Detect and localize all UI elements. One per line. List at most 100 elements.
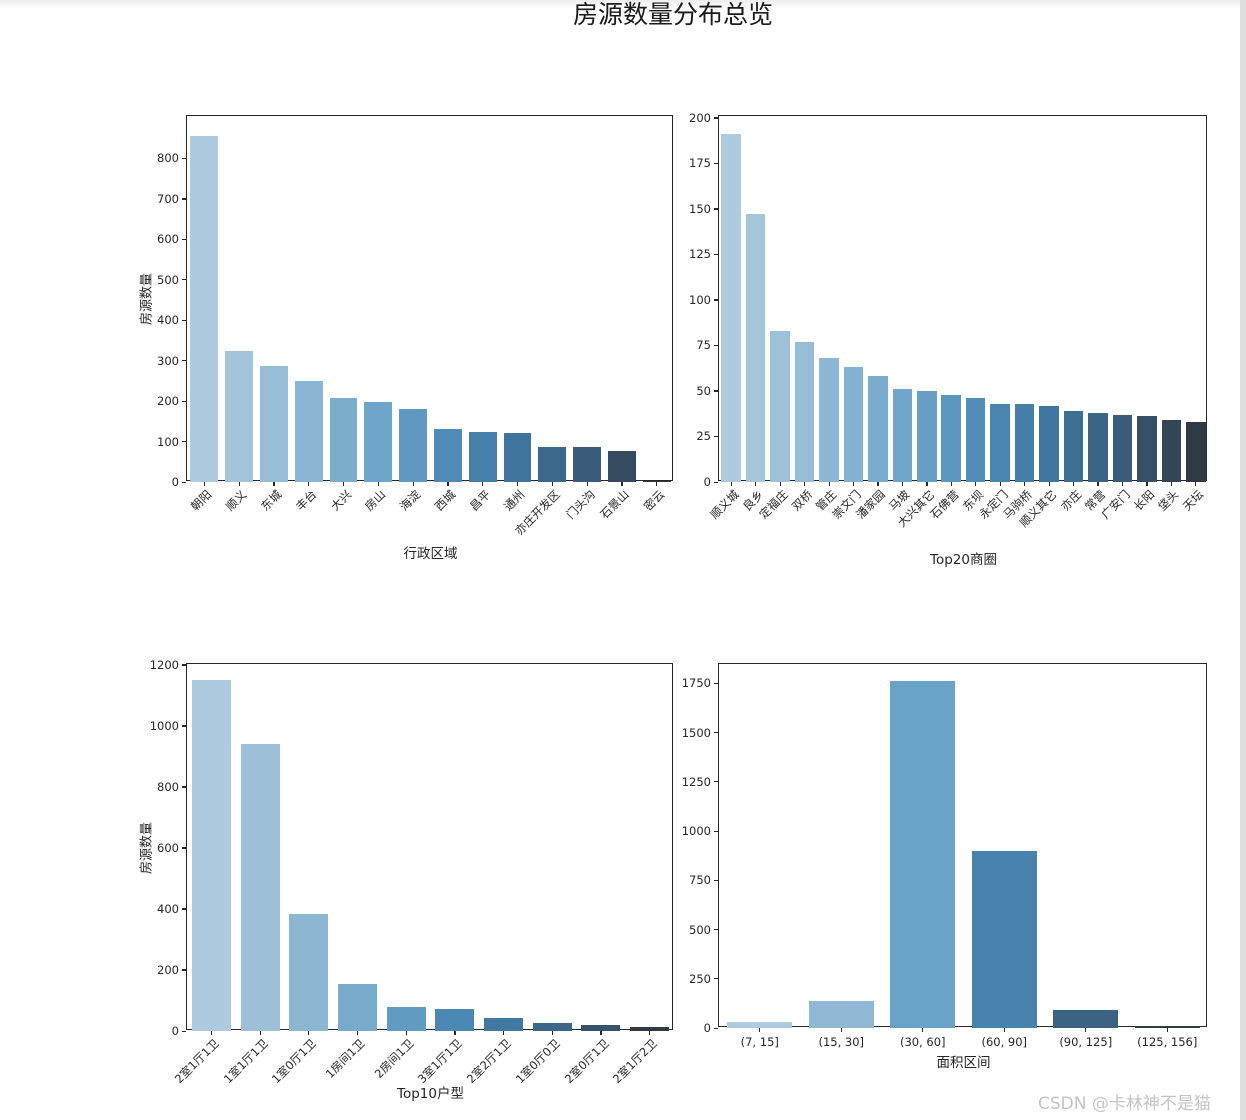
bar bbox=[808, 1001, 874, 1028]
bar bbox=[890, 681, 956, 1028]
y-tick-label: 100 bbox=[157, 434, 179, 449]
y-tick-label: 25 bbox=[696, 429, 711, 444]
x-axis-title: Top10户型 bbox=[397, 1086, 464, 1102]
bar bbox=[727, 1022, 793, 1028]
y-tick-mark bbox=[182, 400, 186, 402]
x-tick-mark bbox=[1121, 482, 1124, 486]
x-tick-label: 双桥 bbox=[788, 487, 815, 514]
scrollbar[interactable] bbox=[1240, 0, 1246, 1120]
x-tick-mark bbox=[621, 482, 623, 486]
y-tick-mark bbox=[714, 162, 718, 165]
y-tick-label: 750 bbox=[689, 873, 711, 888]
x-tick-mark bbox=[203, 482, 206, 486]
x-tick-mark bbox=[656, 482, 658, 486]
x-tick-mark bbox=[447, 482, 449, 486]
y-tick-label: 1200 bbox=[149, 657, 179, 672]
x-tick-mark bbox=[551, 482, 553, 486]
x-tick-mark bbox=[649, 1031, 651, 1035]
page-top-fade bbox=[0, 0, 1246, 9]
bar bbox=[294, 380, 323, 482]
bar bbox=[538, 447, 567, 482]
y-tick-mark bbox=[182, 481, 186, 483]
x-tick-label: 顺义城 bbox=[707, 487, 742, 522]
bar bbox=[721, 134, 741, 482]
x-tick-label: 2房间1卫 bbox=[371, 1036, 417, 1081]
x-tick-label: 1房间1卫 bbox=[322, 1036, 368, 1081]
bar bbox=[399, 408, 428, 482]
bar bbox=[225, 350, 254, 482]
bar bbox=[260, 365, 288, 482]
x-tick-mark bbox=[730, 482, 732, 486]
x-tick-mark bbox=[877, 482, 879, 486]
y-tick-label: 800 bbox=[157, 779, 179, 794]
y-tick-mark bbox=[714, 481, 718, 483]
x-tick-mark bbox=[1195, 482, 1197, 486]
y-tick-mark bbox=[182, 969, 186, 971]
y-tick-label: 125 bbox=[689, 247, 711, 262]
x-tick-mark bbox=[308, 1031, 310, 1035]
bar bbox=[1053, 1010, 1119, 1028]
x-tick-mark bbox=[238, 482, 240, 486]
x-tick-label: 顺义 bbox=[223, 487, 250, 514]
bar bbox=[941, 394, 962, 482]
x-tick-label: 东城 bbox=[257, 487, 285, 514]
y-tick-label: 100 bbox=[689, 292, 711, 307]
y-tick-label: 800 bbox=[157, 151, 179, 166]
bar bbox=[1134, 1026, 1200, 1028]
x-tick-mark bbox=[779, 482, 781, 486]
bar bbox=[892, 389, 913, 482]
y-tick-mark bbox=[182, 786, 186, 788]
x-tick-label: 长阳 bbox=[1130, 487, 1158, 514]
x-axis-title: 行政区域 bbox=[403, 546, 458, 562]
y-tick-label: 175 bbox=[689, 156, 711, 171]
y-tick-mark bbox=[714, 978, 718, 980]
y-tick-label: 1500 bbox=[681, 725, 711, 740]
bar bbox=[386, 1006, 426, 1031]
x-tick-mark bbox=[840, 1028, 842, 1032]
x-tick-label: (7, 15] bbox=[740, 1035, 779, 1049]
x-tick-mark bbox=[828, 482, 830, 486]
y-tick-label: 500 bbox=[689, 922, 711, 937]
x-tick-mark bbox=[1170, 482, 1172, 486]
bar bbox=[868, 376, 888, 482]
x-tick-mark bbox=[759, 1028, 761, 1032]
x-tick-mark bbox=[259, 1031, 261, 1035]
bar bbox=[1112, 414, 1133, 482]
x-tick-mark bbox=[210, 1031, 213, 1035]
y-tick-mark bbox=[714, 117, 718, 119]
bar bbox=[1039, 405, 1059, 482]
x-tick-mark bbox=[1003, 1028, 1005, 1032]
bar bbox=[607, 450, 636, 482]
x-axis-title: 面积区间 bbox=[936, 1055, 991, 1071]
x-tick-label: (125, 156] bbox=[1137, 1035, 1198, 1049]
y-tick-mark bbox=[714, 929, 718, 931]
x-tick-mark bbox=[516, 482, 519, 486]
x-tick-mark bbox=[551, 1031, 553, 1035]
bar bbox=[745, 214, 766, 482]
y-tick-mark bbox=[182, 360, 186, 362]
chart-top10-house-types: 0 200 400 600 800 1000 1200 2室1厅1卫 1室1厅1卫 1室0厅1卫 1… bbox=[140, 658, 673, 1102]
bar bbox=[1063, 410, 1084, 482]
y-tick-mark bbox=[714, 299, 718, 301]
y-tick-mark bbox=[182, 198, 186, 200]
x-tick-label: 密云 bbox=[640, 487, 667, 514]
bar bbox=[794, 341, 815, 482]
y-tick-label: 0 bbox=[703, 475, 711, 489]
x-tick-label: (15, 30] bbox=[818, 1035, 865, 1049]
y-tick-label: 250 bbox=[689, 971, 711, 986]
y-tick-label: 1000 bbox=[149, 718, 179, 733]
x-tick-mark bbox=[405, 1031, 407, 1035]
x-tick-label: 2室1厅1卫 bbox=[171, 1036, 222, 1087]
x-tick-label: 2室0厅1卫 bbox=[561, 1036, 612, 1087]
x-tick-label: 房山 bbox=[362, 487, 389, 514]
x-tick-mark bbox=[1024, 482, 1026, 486]
x-tick-label: 大兴 bbox=[327, 487, 354, 514]
x-tick-mark bbox=[1073, 482, 1075, 486]
y-tick-mark bbox=[182, 725, 186, 727]
x-tick-label: 石景山 bbox=[597, 487, 633, 522]
y-tick-label: 200 bbox=[157, 394, 179, 409]
x-tick-mark bbox=[377, 482, 379, 486]
x-tick-label: 3室1厅1卫 bbox=[415, 1036, 466, 1087]
x-tick-mark bbox=[926, 482, 928, 486]
chart-area-intervals: 0 250 500 750 1000 1250 1500 1750 (7, 15] (15, 30… bbox=[682, 663, 1207, 1071]
